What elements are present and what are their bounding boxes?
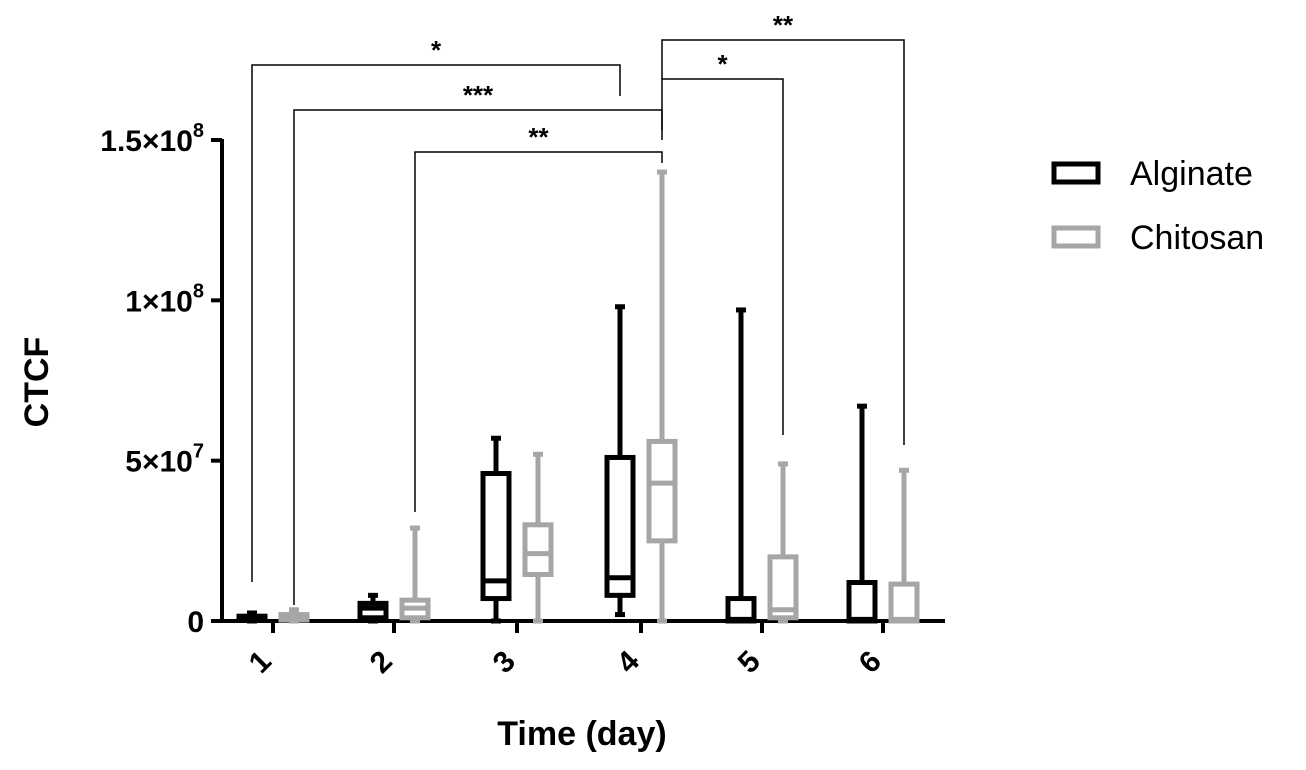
iqr-box <box>846 580 878 624</box>
iqr-box <box>888 581 920 624</box>
legend-item-alginate: Alginate <box>1051 155 1253 193</box>
significance-bracket: ** <box>414 122 663 512</box>
box-series <box>236 169 920 624</box>
bracket-line <box>661 39 905 445</box>
x-tick-label: 4 <box>611 644 646 679</box>
bracket-line <box>661 78 784 435</box>
legend-item-chitosan: Chitosan <box>1051 219 1264 257</box>
x-tick-label: 5 <box>732 645 767 680</box>
significance-label: *** <box>463 80 494 110</box>
y-tick-mantissa: 5×10 <box>125 446 193 479</box>
legend: Alginate Chitosan <box>1051 155 1264 257</box>
x-axis-label: Time (day) <box>497 715 666 753</box>
legend-label: Chitosan <box>1130 219 1264 257</box>
box-alginate-3 <box>480 435 512 624</box>
y-tick-exponent: 8 <box>193 280 204 302</box>
y-tick-mantissa: 1.5×10 <box>100 125 193 158</box>
significance-brackets: ********* <box>251 10 905 605</box>
box-alginate-1 <box>236 610 268 624</box>
x-tick-label: 6 <box>853 645 888 680</box>
box-chitosan-1 <box>278 607 310 624</box>
x-tick-label: 1 <box>243 645 278 680</box>
iqr-box <box>522 522 554 578</box>
legend-swatch <box>1051 161 1101 185</box>
iqr-box <box>646 438 678 544</box>
y-axis-label: CTCF <box>18 337 56 428</box>
iqr-box <box>480 470 512 602</box>
legend-swatch <box>1051 225 1101 249</box>
bracket-line <box>251 64 621 582</box>
box-alginate-6 <box>846 403 878 624</box>
significance-bracket: * <box>251 35 621 582</box>
y-tick-label: 5×107 <box>125 441 204 479</box>
box-chitosan-6 <box>888 467 920 624</box>
series-alginate <box>236 304 878 624</box>
y-tick-label: 0 <box>187 606 204 639</box>
box-alginate-4 <box>604 304 636 618</box>
box-alginate-5 <box>725 307 757 624</box>
box-alginate-2 <box>357 592 389 624</box>
bracket-line <box>414 151 663 512</box>
y-tick-label: 1.5×108 <box>100 120 204 158</box>
box-chitosan-5 <box>767 461 799 624</box>
y-tick-exponent: 7 <box>193 441 204 463</box>
y-tick-label: 1×108 <box>125 280 204 318</box>
y-tick-exponent: 8 <box>193 120 204 142</box>
significance-bracket: * <box>661 49 784 435</box>
significance-bracket: ** <box>661 10 905 445</box>
x-tick-label: 3 <box>487 645 522 680</box>
significance-label: * <box>431 35 442 65</box>
box-chitosan-3 <box>522 451 554 624</box>
significance-label: ** <box>773 10 794 40</box>
box-chitosan-4 <box>646 169 678 624</box>
legend-label: Alginate <box>1130 155 1253 193</box>
y-tick-mantissa: 1×10 <box>125 285 193 318</box>
x-tick-label: 2 <box>364 645 399 680</box>
box-chitosan-2 <box>399 525 431 624</box>
y-tick-mantissa: 0 <box>187 606 204 639</box>
significance-label: * <box>717 49 728 79</box>
iqr-box <box>604 454 636 598</box>
x-axis: 1 2 3 4 5 6 <box>220 619 945 680</box>
significance-label: ** <box>528 122 549 152</box>
series-chitosan <box>278 169 920 624</box>
